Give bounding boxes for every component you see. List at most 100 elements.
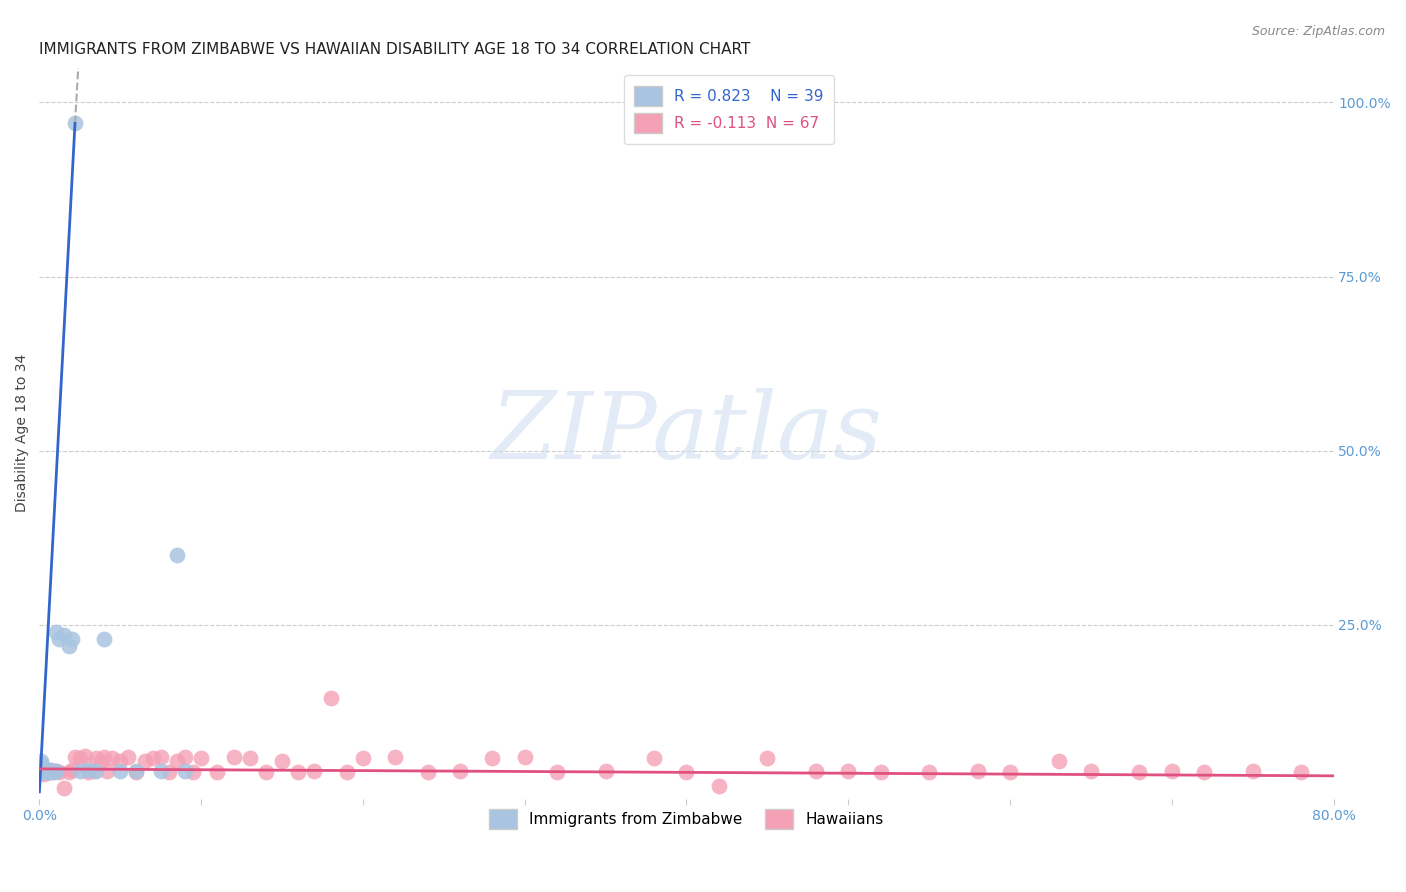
Point — [31, 763, 53, 777]
Point — [38, 765, 60, 780]
Point — [174, 750, 197, 764]
Point — [166, 754, 188, 768]
Point — [37, 764, 59, 778]
Point — [31, 765, 53, 780]
Point — [1241, 764, 1264, 778]
Point — [77, 765, 100, 780]
Point — [30, 764, 52, 778]
Point — [28, 758, 51, 772]
Point — [1080, 764, 1102, 778]
Point — [756, 751, 779, 765]
Point — [38, 765, 60, 780]
Point — [174, 764, 197, 778]
Point — [82, 764, 104, 778]
Legend: Immigrants from Zimbabwe, Hawaiians: Immigrants from Zimbabwe, Hawaiians — [484, 803, 890, 835]
Point — [271, 754, 294, 768]
Point — [384, 750, 406, 764]
Point — [58, 765, 80, 780]
Point — [30, 763, 52, 777]
Point — [41, 764, 63, 778]
Point — [38, 763, 60, 777]
Point — [28, 764, 51, 778]
Point — [37, 765, 59, 780]
Text: IMMIGRANTS FROM ZIMBABWE VS HAWAIIAN DISABILITY AGE 18 TO 34 CORRELATION CHART: IMMIGRANTS FROM ZIMBABWE VS HAWAIIAN DIS… — [39, 42, 751, 57]
Point — [63, 116, 86, 130]
Point — [45, 764, 67, 778]
Point — [41, 765, 63, 780]
Point — [60, 763, 83, 777]
Point — [481, 751, 503, 765]
Point — [287, 765, 309, 780]
Point — [37, 763, 59, 777]
Point — [39, 763, 62, 777]
Point — [254, 765, 277, 780]
Point — [93, 632, 115, 646]
Point — [918, 765, 941, 780]
Point — [336, 765, 359, 780]
Point — [39, 764, 62, 778]
Point — [28, 765, 51, 780]
Point — [207, 765, 229, 780]
Point — [595, 764, 617, 778]
Point — [304, 764, 326, 778]
Point — [416, 765, 439, 780]
Point — [58, 639, 80, 653]
Point — [73, 748, 96, 763]
Point — [32, 767, 55, 781]
Point — [222, 750, 245, 764]
Point — [675, 765, 697, 780]
Point — [45, 764, 67, 778]
Point — [513, 750, 536, 764]
Point — [69, 751, 91, 765]
Point — [45, 624, 67, 639]
Point — [84, 751, 107, 765]
Point — [63, 750, 86, 764]
Point — [149, 764, 172, 778]
Point — [96, 764, 118, 778]
Point — [48, 632, 70, 646]
Point — [1289, 765, 1312, 780]
Point — [117, 750, 139, 764]
Text: ZIPatlas: ZIPatlas — [491, 388, 883, 478]
Point — [449, 764, 471, 778]
Point — [60, 632, 83, 646]
Point — [52, 628, 75, 642]
Point — [998, 765, 1021, 780]
Point — [1160, 764, 1182, 778]
Point — [181, 765, 204, 780]
Point — [52, 781, 75, 796]
Point — [42, 765, 65, 780]
Point — [30, 765, 52, 780]
Point — [28, 760, 51, 774]
Point — [90, 754, 112, 768]
Point — [134, 754, 156, 768]
Point — [643, 751, 665, 765]
Point — [142, 751, 165, 765]
Point — [48, 765, 70, 780]
Point — [31, 763, 53, 777]
Point — [84, 764, 107, 778]
Point — [149, 750, 172, 764]
Point — [125, 764, 148, 778]
Point — [352, 751, 374, 765]
Point — [31, 764, 53, 778]
Point — [166, 548, 188, 562]
Point — [32, 763, 55, 777]
Point — [239, 751, 262, 765]
Point — [32, 765, 55, 780]
Text: Source: ZipAtlas.com: Source: ZipAtlas.com — [1251, 25, 1385, 38]
Point — [837, 764, 859, 778]
Point — [110, 754, 132, 768]
Point — [101, 751, 124, 765]
Point — [319, 690, 342, 705]
Point — [869, 765, 891, 780]
Y-axis label: Disability Age 18 to 34: Disability Age 18 to 34 — [15, 354, 30, 512]
Point — [30, 765, 52, 780]
Point — [110, 764, 132, 778]
Point — [28, 763, 51, 777]
Point — [157, 765, 180, 780]
Point — [35, 764, 58, 778]
Point — [30, 757, 52, 772]
Point — [69, 764, 91, 778]
Point — [546, 765, 568, 780]
